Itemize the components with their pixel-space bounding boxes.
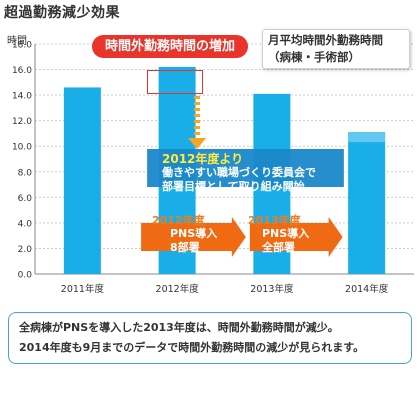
x-tick-label: 2014年度	[345, 283, 389, 295]
y-axis-unit-label: 時間	[7, 36, 27, 47]
dashed-arrow-segment	[194, 132, 201, 135]
pns-2012-line2: 8部署	[170, 241, 200, 254]
dashed-arrow-segment	[194, 120, 201, 123]
y-tick-label: 18.0	[12, 41, 32, 51]
increase-callout: 時間外勤務時間の増加	[92, 35, 248, 58]
dashed-arrow-segment	[194, 126, 201, 129]
initiative-announcement: 2012年度より 働きやすい職場づくり委員会で 部署目標として取り組み開始	[162, 152, 316, 194]
summary-line2: 2014年度も9月までのデータで時間外勤務時間の減少が見られます。	[19, 341, 365, 354]
y-tick-label: 12.0	[12, 117, 32, 127]
summary-line1: 全病棟がPNSを導入した2013年度は、時間外勤務時間が減少。	[19, 321, 339, 334]
page-heading: 超過勤務減少効果	[4, 5, 120, 21]
bar	[63, 87, 101, 274]
y-tick-label: 2.0	[18, 245, 33, 255]
pns-2012-arrow	[141, 217, 246, 257]
dashed-arrow-segment	[194, 102, 201, 105]
y-tick-labels: 0.0 2.0 4.0 6.0 8.0 10.0 12.0 14.0 16.0 18.0	[12, 41, 32, 281]
x-tick-label: 2011年度	[61, 283, 105, 295]
pns-2012-year: 2012年度	[152, 214, 205, 227]
metric-description-line1: 月平均時間外勤務時間	[268, 33, 383, 47]
metric-description-line2: （病棟・手術部）	[268, 50, 360, 64]
y-tick-label: 14.0	[12, 92, 32, 102]
annotation-arrows	[141, 96, 344, 257]
y-tick-label: 6.0	[18, 194, 33, 204]
pns-2012-line1: PNS導入	[170, 227, 218, 240]
bar-chart-svg: 0.0 2.0 4.0 6.0 8.0 10.0 12.0 14.0 16.0 18.0 2011…	[12, 41, 414, 295]
dashed-arrow-segment	[194, 96, 201, 99]
y-tick-label: 8.0	[18, 168, 33, 178]
dashed-arrow-head	[188, 138, 207, 149]
x-tick-label: 2012年度	[156, 283, 200, 295]
pns-2013-line2: 全部署	[262, 241, 295, 254]
announcement-line3: 部署目標として取り組み開始	[162, 180, 305, 193]
message-panel	[147, 149, 344, 187]
y-tick-label: 0.0	[18, 271, 33, 281]
y-tick-label: 4.0	[18, 219, 33, 229]
bar-partial-cap	[348, 132, 386, 143]
summary-box: 全病棟がPNSを導入した2013年度は、時間外勤務時間が減少。 2014年度も9…	[8, 312, 412, 364]
announcement-line2: 働きやすい職場づくり委員会で	[162, 166, 316, 179]
dashed-arrow-segment	[194, 108, 201, 111]
x-tick-labels: 2011年度 2012年度 2013年度 2014年度	[61, 283, 389, 295]
pns-2013-line1: PNS導入	[262, 227, 310, 240]
bar	[348, 132, 386, 274]
announcement-line1: 2012年度より	[162, 152, 244, 166]
y-tick-label: 16.0	[12, 66, 32, 76]
y-tick-label: 10.0	[12, 143, 32, 153]
pns-2012-label: PNS導入 8部署	[170, 227, 217, 255]
highlight-frame	[147, 70, 203, 94]
pns-2013-year: 2013年度	[248, 214, 301, 227]
pns-2013-label: PNS導入 全部署	[262, 227, 309, 255]
metric-description-box: 月平均時間外勤務時間 （病棟・手術部）	[262, 29, 410, 69]
chart-area: 0.0 2.0 4.0 6.0 8.0 10.0 12.0 14.0 16.0 18.0 2011…	[2, 32, 418, 304]
x-tick-label: 2013年度	[250, 283, 294, 295]
pns-2013-arrow	[249, 217, 343, 257]
dashed-arrow-segment	[194, 114, 201, 117]
